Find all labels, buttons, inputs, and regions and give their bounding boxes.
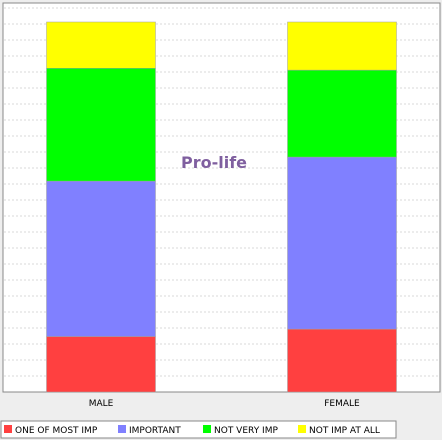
bar-segment <box>46 180 156 337</box>
legend: ONE OF MOST IMP IMPORTANT NOT VERY IMP NOT … <box>0 420 397 439</box>
bar-segment <box>287 69 397 158</box>
bar-segment <box>46 336 156 393</box>
legend-swatch <box>298 425 306 433</box>
bar-segment <box>287 328 397 393</box>
legend-swatch <box>118 425 126 433</box>
legend-swatch <box>4 425 12 433</box>
bar-segment <box>46 68 156 182</box>
bar-segment <box>287 156 397 330</box>
legend-label: NOT VERY IMP <box>214 426 278 436</box>
x-tick-label: MALE <box>89 399 114 409</box>
legend-box <box>0 420 397 439</box>
legend-label: ONE OF MOST IMP <box>15 426 98 436</box>
bar-segment <box>46 21 156 69</box>
x-tick-label: FEMALE <box>324 399 360 409</box>
bar-segment <box>287 21 397 71</box>
x-axis-labels: MALE FEMALE <box>89 399 360 409</box>
legend-label: NOT IMP AT ALL <box>309 426 380 436</box>
legend-label: IMPORTANT <box>129 426 181 436</box>
legend-swatch <box>203 425 211 433</box>
bars <box>46 21 397 393</box>
chart-title: Pro-life <box>181 153 247 172</box>
